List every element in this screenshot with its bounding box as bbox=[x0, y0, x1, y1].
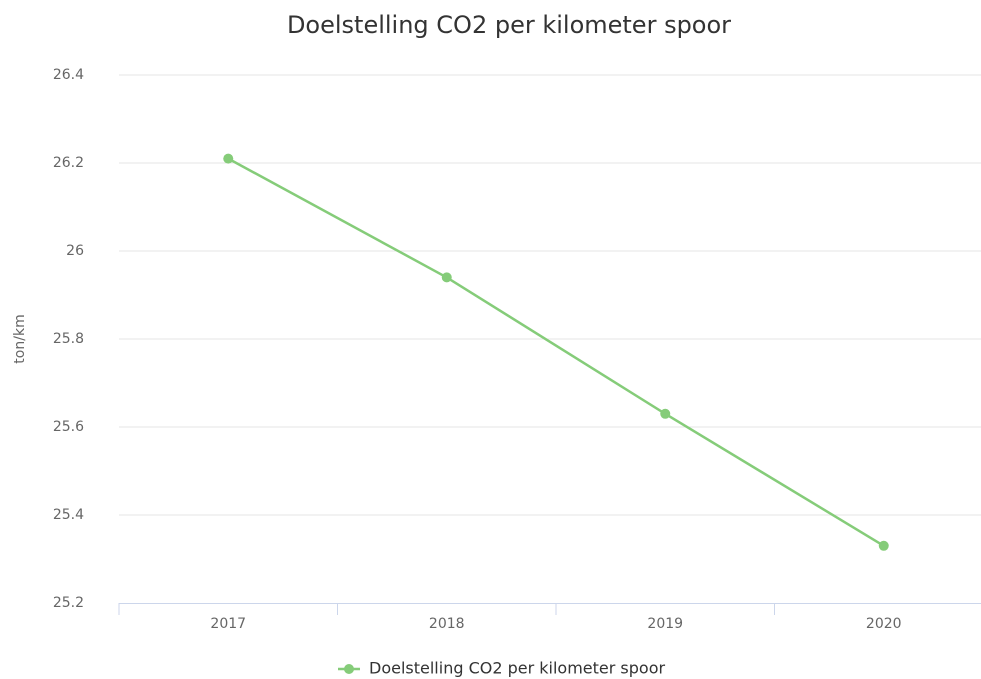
point bbox=[878, 540, 889, 551]
legend-label: Doelstelling CO2 per kilometer spoor bbox=[369, 659, 665, 678]
legend-item: Doelstelling CO2 per kilometer spoor bbox=[338, 659, 665, 678]
y-tick-label: 26.2 bbox=[53, 155, 84, 171]
chart-title: Doelstelling CO2 per kilometer spoor bbox=[287, 11, 731, 39]
point bbox=[441, 272, 452, 283]
legend-marker bbox=[344, 664, 354, 674]
y-axis-label: ton/km bbox=[12, 314, 28, 363]
x-tick-label: 2018 bbox=[429, 616, 465, 632]
x-tick-label: 2017 bbox=[210, 616, 246, 632]
y-tick-label: 25.6 bbox=[53, 419, 84, 435]
y-tick-label: 25.4 bbox=[53, 507, 84, 523]
y-tick-label: 25.2 bbox=[53, 595, 84, 611]
point bbox=[223, 153, 234, 164]
y-tick-label: 25.8 bbox=[53, 331, 84, 347]
y-tick-label: 26 bbox=[66, 243, 84, 259]
y-tick-label: 26.4 bbox=[53, 67, 84, 83]
x-tick-label: 2020 bbox=[866, 616, 902, 632]
x-tick-label: 2019 bbox=[647, 616, 683, 632]
line bbox=[227, 157, 885, 547]
point bbox=[660, 408, 671, 419]
